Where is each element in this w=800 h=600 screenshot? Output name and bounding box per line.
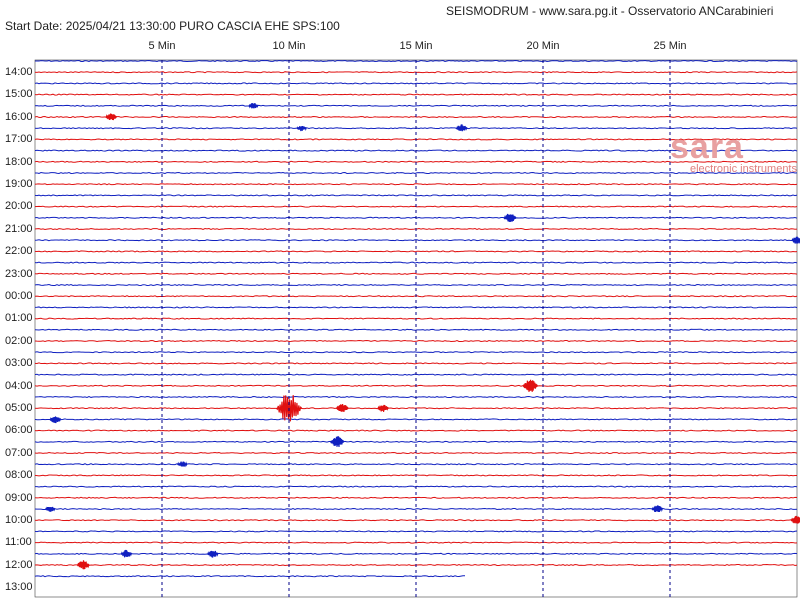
sara-logo-text: sara bbox=[670, 128, 744, 166]
y-time-label: 22:00 bbox=[5, 245, 33, 258]
y-time-label: 19:00 bbox=[5, 178, 33, 190]
y-time-label: 15:00 bbox=[5, 88, 33, 101]
y-time-label: 07:00 bbox=[5, 446, 33, 459]
trace-line bbox=[34, 104, 798, 107]
seismic-event bbox=[207, 550, 219, 558]
seismic-event bbox=[455, 124, 468, 132]
seismic-event bbox=[790, 515, 800, 524]
y-time-label: 10:00 bbox=[5, 514, 33, 526]
y-time-label: 14:00 bbox=[5, 66, 33, 78]
trace-line bbox=[34, 575, 466, 578]
x-tick-label: 20 Min bbox=[526, 40, 560, 52]
y-time-label: 04:00 bbox=[5, 379, 33, 392]
seismic-event bbox=[335, 403, 349, 413]
y-time-label: 20:00 bbox=[5, 200, 33, 213]
y-time-label: 08:00 bbox=[5, 469, 33, 482]
trace-line bbox=[34, 339, 798, 343]
seismic-event bbox=[120, 549, 133, 558]
y-time-label: 00:00 bbox=[5, 290, 33, 302]
trace-line bbox=[34, 351, 798, 354]
trace-line bbox=[34, 171, 798, 175]
y-time-label: 23:00 bbox=[5, 267, 33, 280]
seismic-event bbox=[296, 125, 307, 132]
y-time-label: 17:00 bbox=[5, 133, 33, 146]
y-time-label: 21:00 bbox=[5, 222, 33, 235]
y-time-label: 09:00 bbox=[5, 491, 33, 504]
x-tick-label: 15 Min bbox=[399, 40, 433, 52]
seismic-event bbox=[105, 113, 117, 121]
seismic-event bbox=[76, 560, 90, 570]
trace-line bbox=[34, 507, 798, 511]
y-time-label: 13:00 bbox=[5, 581, 33, 594]
seismic-event bbox=[503, 213, 517, 223]
trace-line bbox=[34, 519, 798, 522]
trace-line bbox=[34, 183, 798, 186]
trace-line bbox=[34, 250, 798, 253]
trace-line bbox=[34, 362, 798, 365]
trace-line bbox=[34, 261, 798, 264]
seismic-event bbox=[248, 103, 259, 109]
trace-line bbox=[34, 496, 798, 499]
trace-line bbox=[34, 82, 798, 85]
trace-line bbox=[34, 530, 798, 533]
x-tick-label: 25 Min bbox=[653, 40, 687, 52]
y-time-label: 18:00 bbox=[5, 155, 33, 168]
y-time-label: 16:00 bbox=[5, 110, 33, 123]
x-tick-label: 5 Min bbox=[148, 40, 176, 52]
seismic-event bbox=[49, 416, 62, 424]
y-time-label: 01:00 bbox=[5, 312, 33, 325]
seismic-event bbox=[177, 461, 188, 468]
trace-line bbox=[34, 272, 798, 275]
sara-logo-subtitle: electronic instruments bbox=[690, 163, 797, 175]
y-time-label: 12:00 bbox=[5, 558, 33, 571]
trace-line bbox=[34, 194, 798, 197]
sara-logo: sara bbox=[670, 128, 744, 167]
chart-title: SEISMODRUM - www.sara.pg.it - Osservator… bbox=[446, 4, 774, 18]
seismic-event bbox=[791, 236, 800, 244]
y-time-label: 02:00 bbox=[5, 334, 33, 347]
y-time-label: 11:00 bbox=[5, 536, 32, 549]
y-time-label: 05:00 bbox=[5, 402, 33, 414]
y-time-label: 06:00 bbox=[5, 424, 33, 437]
seismic-event bbox=[45, 506, 56, 512]
seismic-event bbox=[522, 379, 538, 392]
x-tick-label: 10 Min bbox=[272, 40, 306, 52]
y-time-label: 03:00 bbox=[5, 357, 33, 370]
seismic-event bbox=[377, 404, 389, 412]
trace-line bbox=[34, 418, 798, 421]
trace-line bbox=[34, 429, 798, 432]
trace-line bbox=[34, 93, 798, 96]
start-date-info: Start Date: 2025/04/21 13:30:00 PURO CAS… bbox=[5, 19, 340, 33]
seismic-event bbox=[330, 436, 345, 448]
trace-line bbox=[34, 440, 798, 443]
seismic-event bbox=[651, 505, 664, 513]
